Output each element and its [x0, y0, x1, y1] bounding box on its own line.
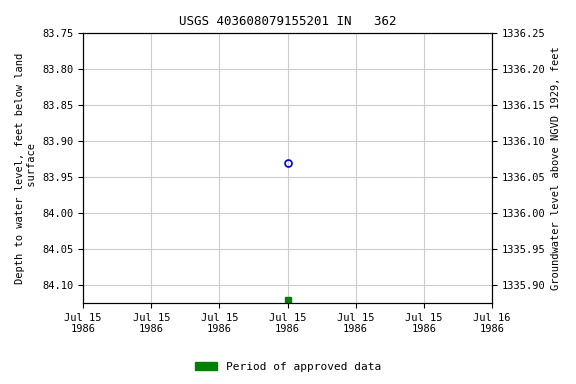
Title: USGS 403608079155201 IN   362: USGS 403608079155201 IN 362 [179, 15, 396, 28]
Y-axis label: Groundwater level above NGVD 1929, feet: Groundwater level above NGVD 1929, feet [551, 46, 561, 290]
Legend: Period of approved data: Period of approved data [191, 358, 385, 377]
Y-axis label: Depth to water level, feet below land
 surface: Depth to water level, feet below land su… [15, 53, 37, 284]
